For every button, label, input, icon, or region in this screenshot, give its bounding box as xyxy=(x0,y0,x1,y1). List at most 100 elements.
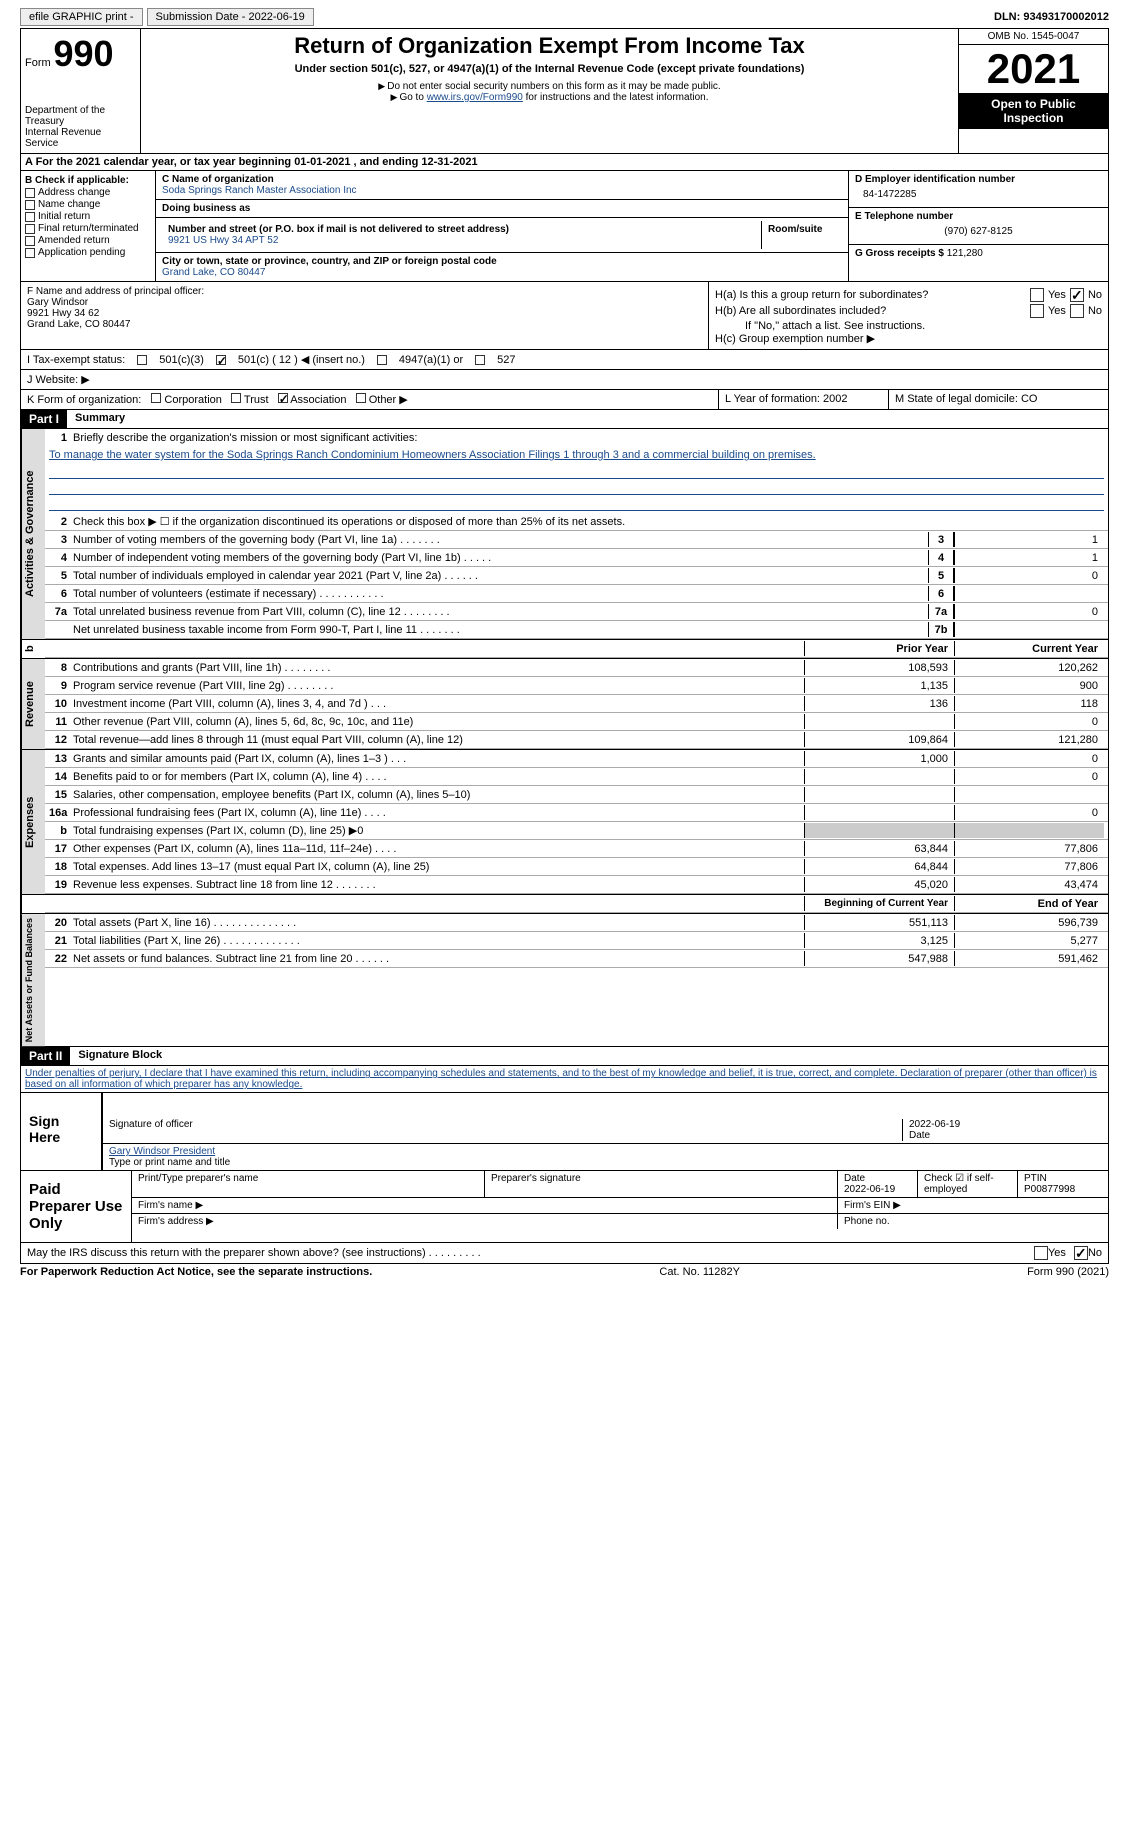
current-val: 900 xyxy=(954,678,1104,693)
prior-val: 551,113 xyxy=(804,915,954,930)
tab-b: b xyxy=(21,640,45,658)
col-current: Current Year xyxy=(954,641,1104,656)
current-val: 0 xyxy=(954,714,1104,729)
sig-name-label: Type or print name and title xyxy=(109,1157,230,1168)
summary-line: Total number of individuals employed in … xyxy=(73,570,928,582)
tab-netassets: Net Assets or Fund Balances xyxy=(21,914,45,1046)
summary-line: Total assets (Part X, line 16) . . . . .… xyxy=(73,917,804,929)
boxb-check[interactable] xyxy=(25,212,35,222)
org-name-label: C Name of organization xyxy=(162,174,842,185)
irs-link[interactable]: www.irs.gov/Form990 xyxy=(427,92,523,103)
dept-line1: Department of the Treasury xyxy=(25,105,136,127)
phone-label: E Telephone number xyxy=(855,211,1102,222)
note-goto-post: for instructions and the latest informat… xyxy=(523,92,709,103)
4947-check[interactable] xyxy=(377,355,387,365)
501c3-check[interactable] xyxy=(137,355,147,365)
part2-title: Signature Block xyxy=(70,1047,170,1065)
ha-no-check[interactable] xyxy=(1070,288,1084,302)
rowk-check[interactable] xyxy=(278,393,288,403)
prior-val xyxy=(804,823,954,838)
current-val: 77,806 xyxy=(954,841,1104,856)
year-formation: 2002 xyxy=(823,393,847,405)
box-b-header: B Check if applicable: xyxy=(25,175,151,186)
part1-label: Part I xyxy=(21,410,67,428)
line-box: 7b xyxy=(928,622,954,637)
discuss-yes[interactable] xyxy=(1034,1246,1048,1260)
summary-line: Other revenue (Part VIII, column (A), li… xyxy=(73,716,804,728)
summary-line: Net assets or fund balances. Subtract li… xyxy=(73,953,804,965)
form-number: 990 xyxy=(53,33,113,74)
current-val: 0 xyxy=(954,751,1104,766)
prior-val xyxy=(804,769,954,784)
boxb-check[interactable] xyxy=(25,188,35,198)
rowk-check[interactable] xyxy=(231,393,241,403)
city-label: City or town, state or province, country… xyxy=(162,256,842,267)
addr-value: 9921 US Hwy 34 APT 52 xyxy=(168,235,755,246)
hb-yes-check[interactable] xyxy=(1030,304,1044,318)
mission-blank xyxy=(49,497,1104,511)
prior-val: 108,593 xyxy=(804,660,954,675)
officer-addr1: 9921 Hwy 34 62 xyxy=(27,308,702,319)
boxb-check[interactable] xyxy=(25,236,35,246)
ein-label: D Employer identification number xyxy=(855,174,1102,185)
domicile: CO xyxy=(1021,393,1038,405)
note-ssn: Do not enter social security numbers on … xyxy=(387,81,720,92)
submission-button[interactable]: Submission Date - 2022-06-19 xyxy=(147,8,314,26)
declaration: Under penalties of perjury, I declare th… xyxy=(20,1066,1109,1093)
ptin-value: P00877998 xyxy=(1024,1184,1075,1195)
line-box: 6 xyxy=(928,586,954,601)
boxb-item-label: Amended return xyxy=(38,235,110,246)
boxb-check[interactable] xyxy=(25,200,35,210)
paid-preparer-label: Paid Preparer Use Only xyxy=(21,1171,131,1242)
summary-line: Salaries, other compensation, employee b… xyxy=(73,789,804,801)
summary-line: Total unrelated business revenue from Pa… xyxy=(73,606,928,618)
prior-val xyxy=(804,714,954,729)
line2-text: Check this box ▶ ☐ if the organization d… xyxy=(73,515,1104,528)
row-k: K Form of organization: Corporation Trus… xyxy=(20,390,1109,410)
line-box: 7a xyxy=(928,604,954,619)
ha-yes-check[interactable] xyxy=(1030,288,1044,302)
rowk-opt: Corporation xyxy=(164,394,221,406)
hb-no-check[interactable] xyxy=(1070,304,1084,318)
501c-check[interactable] xyxy=(216,355,226,365)
efile-button[interactable]: efile GRAPHIC print - xyxy=(20,8,143,26)
summary-line: Total fundraising expenses (Part IX, col… xyxy=(73,824,804,837)
summary-line: Program service revenue (Part VIII, line… xyxy=(73,680,804,692)
line1-label: Briefly describe the organization's miss… xyxy=(73,432,1104,444)
prep-date: 2022-06-19 xyxy=(844,1184,895,1195)
boxb-check[interactable] xyxy=(25,248,35,258)
summary-line: Total liabilities (Part X, line 26) . . … xyxy=(73,935,804,947)
mission-text: To manage the water system for the Soda … xyxy=(45,447,1108,463)
city-value: Grand Lake, CO 80447 xyxy=(162,267,842,278)
boxb-check[interactable] xyxy=(25,224,35,234)
summary-line: Other expenses (Part IX, column (A), lin… xyxy=(73,843,804,855)
phone-value: (970) 627-8125 xyxy=(855,222,1102,241)
dba-label: Doing business as xyxy=(162,203,842,214)
rowk-opt: Association xyxy=(290,394,346,406)
hc-label: H(c) Group exemption number ▶ xyxy=(715,332,1102,345)
rowk-check[interactable] xyxy=(151,393,161,403)
tax-status-label: I Tax-exempt status: xyxy=(27,354,125,366)
line-box: 5 xyxy=(928,568,954,583)
box-de: D Employer identification number 84-1472… xyxy=(848,171,1108,281)
gross-value: 121,280 xyxy=(947,248,983,259)
year-formation-label: L Year of formation: xyxy=(725,393,823,405)
prior-val: 1,135 xyxy=(804,678,954,693)
rowk-check[interactable] xyxy=(356,393,366,403)
note-goto-pre: Go to xyxy=(399,92,426,103)
officer-label: F Name and address of principal officer: xyxy=(27,286,702,297)
form-org-label: K Form of organization: xyxy=(27,394,141,406)
footer-mid: Cat. No. 11282Y xyxy=(659,1266,740,1278)
current-val: 596,739 xyxy=(954,915,1104,930)
boxb-item-label: Address change xyxy=(38,187,110,198)
527-check[interactable] xyxy=(475,355,485,365)
firm-name-label: Firm's name ▶ xyxy=(132,1198,838,1213)
prior-val xyxy=(804,787,954,802)
current-val: 0 xyxy=(954,769,1104,784)
discuss-no[interactable] xyxy=(1074,1246,1088,1260)
prior-val: 547,988 xyxy=(804,951,954,966)
current-val xyxy=(954,823,1104,838)
summary-line: Total expenses. Add lines 13–17 (must eq… xyxy=(73,861,804,873)
prior-val: 1,000 xyxy=(804,751,954,766)
prior-val: 64,844 xyxy=(804,859,954,874)
